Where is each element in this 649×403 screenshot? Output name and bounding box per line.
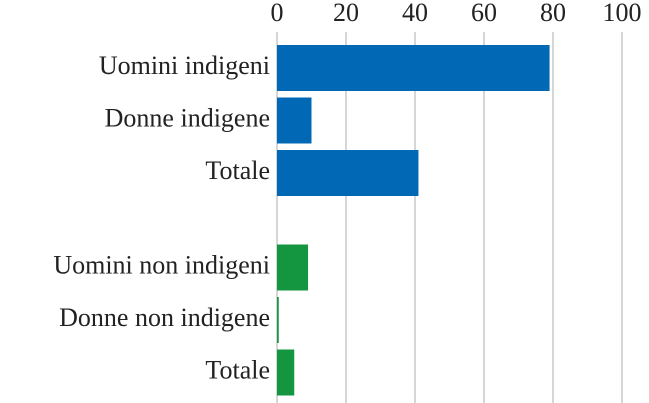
x-tick-label: 80 <box>540 0 566 27</box>
bar <box>277 349 295 396</box>
x-tick-label: 100 <box>603 0 642 27</box>
category-label: Donne non indigene <box>59 303 270 332</box>
category-label: Totale <box>205 156 270 185</box>
x-tick-label: 60 <box>471 0 497 27</box>
bar <box>277 297 279 343</box>
x-tick-label: 20 <box>333 0 359 27</box>
bar <box>277 150 419 196</box>
category-label: Donne indigene <box>105 103 270 132</box>
x-tick-label: 40 <box>402 0 428 27</box>
bar <box>277 45 550 91</box>
bar <box>277 97 312 144</box>
category-label: Uomini non indigeni <box>53 250 270 279</box>
bar <box>277 244 309 291</box>
category-label: Uomini indigeni <box>99 51 270 80</box>
x-tick-label: 0 <box>271 0 284 27</box>
category-label: Totale <box>205 355 270 384</box>
